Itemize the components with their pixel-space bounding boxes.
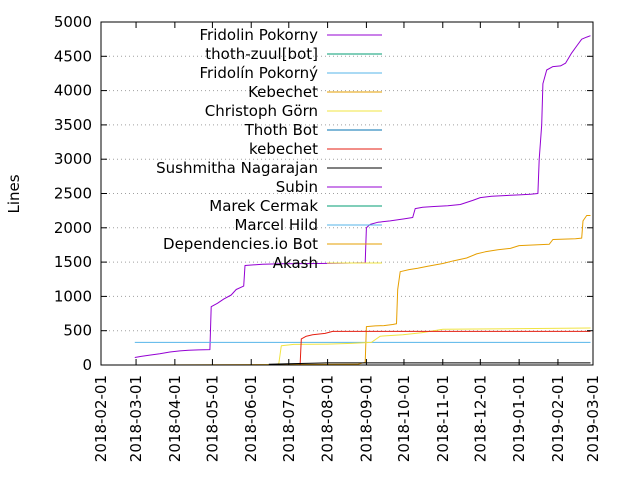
- series-line-6: [299, 330, 591, 366]
- x-tick-label: 2018-07-01: [280, 375, 298, 462]
- axis-ticks: 0 500 1000 1500 2000 2500 3000 3500 4000 4500 5000…: [54, 13, 602, 462]
- x-tick-label: 2019-03-01: [584, 375, 602, 462]
- series-line-4: [134, 327, 591, 366]
- x-tick-label: 2019-02-01: [549, 375, 567, 462]
- x-tick-label: 2018-10-01: [395, 375, 413, 462]
- x-tick-label: 2018-11-01: [434, 375, 452, 462]
- x-tick-label: 2018-12-01: [471, 375, 489, 462]
- grid-lines: [101, 55, 593, 332]
- y-tick-label: 3500: [54, 116, 92, 134]
- y-tick-label: 2500: [54, 185, 92, 203]
- legend-label: Kebechet: [248, 83, 318, 101]
- legend-label: Subin: [276, 178, 318, 196]
- x-tick-label: 2018-05-01: [203, 375, 221, 462]
- y-axis-label: Lines: [5, 174, 23, 213]
- series-line-7: [268, 362, 591, 365]
- x-tick-label: 2018-09-01: [357, 375, 375, 462]
- legend-label: Fridolín Pokorný: [200, 64, 319, 82]
- legend-label: thoth-zuul[bot]: [205, 45, 318, 63]
- x-tick-label: 2018-04-01: [166, 375, 184, 462]
- y-tick-label: 5000: [54, 13, 92, 31]
- x-tick-label: 2018-06-01: [242, 375, 260, 462]
- x-tick-label: 2019-01-01: [510, 375, 528, 462]
- series-lines: [134, 35, 591, 366]
- x-tick-label: 2018-02-01: [92, 375, 110, 462]
- series-line-0: [134, 35, 591, 358]
- legend-label: Dependencies.io Bot: [163, 235, 318, 253]
- y-tick-label: 1500: [54, 253, 92, 271]
- legend: Fridolin Pokornythoth-zuul[bot]Fridolín …: [156, 26, 382, 272]
- y-tick-label: 500: [63, 322, 92, 340]
- legend-label: Sushmitha Nagarajan: [156, 159, 318, 177]
- legend-label: Thoth Bot: [244, 121, 318, 139]
- x-tick-label: 2018-08-01: [319, 375, 337, 462]
- y-tick-label: 4000: [54, 82, 92, 100]
- y-tick-label: 4500: [54, 47, 92, 65]
- legend-label: Akash: [273, 254, 318, 272]
- legend-label: Marcel Hild: [234, 216, 318, 234]
- series-line-3: [134, 215, 591, 366]
- legend-label: kebechet: [249, 140, 318, 158]
- y-tick-label: 1000: [54, 287, 92, 305]
- y-tick-label: 3000: [54, 150, 92, 168]
- x-tick-label: 2018-03-01: [127, 375, 145, 462]
- y-tick-label: 2000: [54, 219, 92, 237]
- legend-label: Marek Cermak: [209, 197, 318, 215]
- legend-label: Christoph Görn: [205, 102, 318, 120]
- legend-label: Fridolin Pokorny: [200, 26, 319, 44]
- y-tick-label: 0: [82, 356, 92, 374]
